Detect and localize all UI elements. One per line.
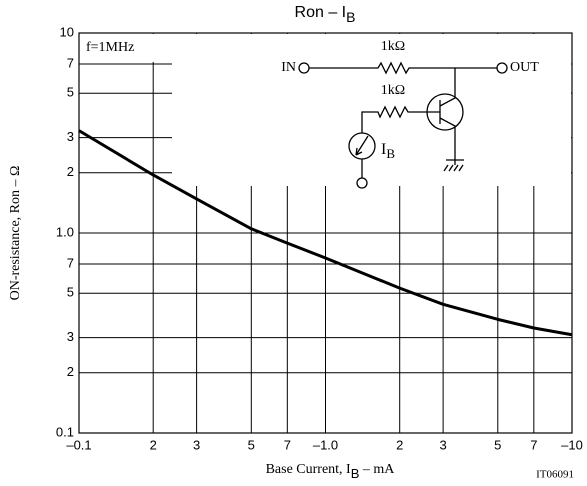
chart-title: Ron – IB [295, 4, 356, 24]
x-tick-label: –0.1 [66, 437, 91, 452]
y-tick-label: 0.1 [56, 424, 74, 439]
x-tick-label: 5 [248, 437, 255, 452]
plot-frame [78, 32, 573, 434]
circuit: IN 1kΩ OUT 1kΩ IB [281, 39, 539, 189]
y-tick-label: 3 [67, 129, 74, 144]
y-tick-label: 5 [67, 85, 74, 100]
y-tick-label: 7 [67, 55, 74, 70]
x-tick-label: –10 [561, 437, 583, 452]
circuit-source: IB [381, 141, 395, 161]
y-tick-label: 2 [67, 364, 74, 379]
circuit-in: IN [281, 60, 296, 75]
y-tick-label: 1.0 [56, 224, 74, 239]
x-tick-label: –1.0 [313, 437, 338, 452]
y-tick-label: 2 [67, 164, 74, 179]
annotation-background [80, 34, 172, 62]
wire [439, 68, 456, 107]
data-line [78, 129, 573, 337]
y-tick-label: 3 [67, 329, 74, 344]
x-tick-label: 5 [494, 437, 501, 452]
x-axis-label: Base Current, IB – mA [266, 462, 396, 481]
x-tick-label: 2 [150, 437, 157, 452]
y-tick-label: 10 [60, 24, 74, 39]
figure-code: IT06091 [536, 469, 574, 481]
x-tick-label: 7 [284, 437, 291, 452]
wire [361, 105, 430, 133]
annotation: f=1MHz [86, 40, 134, 55]
x-tick-label: 3 [193, 437, 200, 452]
terminal [356, 177, 368, 189]
y-axis-label: ON-resistance, Ron – Ω [8, 166, 23, 301]
wire [309, 61, 497, 75]
terminal [496, 62, 508, 74]
inset-background [172, 34, 571, 186]
x-tick-label: 2 [396, 437, 403, 452]
circuit-out: OUT [510, 60, 539, 75]
y-tick-label: 5 [67, 285, 74, 300]
y-tick-label: 7 [67, 255, 74, 270]
x-tick-label: 7 [530, 437, 537, 452]
circuit-r2: 1kΩ [381, 83, 405, 98]
wire [355, 135, 369, 178]
transistor-legs [430, 100, 464, 172]
circuit-r1: 1kΩ [381, 39, 405, 54]
x-tick-label: 3 [439, 437, 446, 452]
